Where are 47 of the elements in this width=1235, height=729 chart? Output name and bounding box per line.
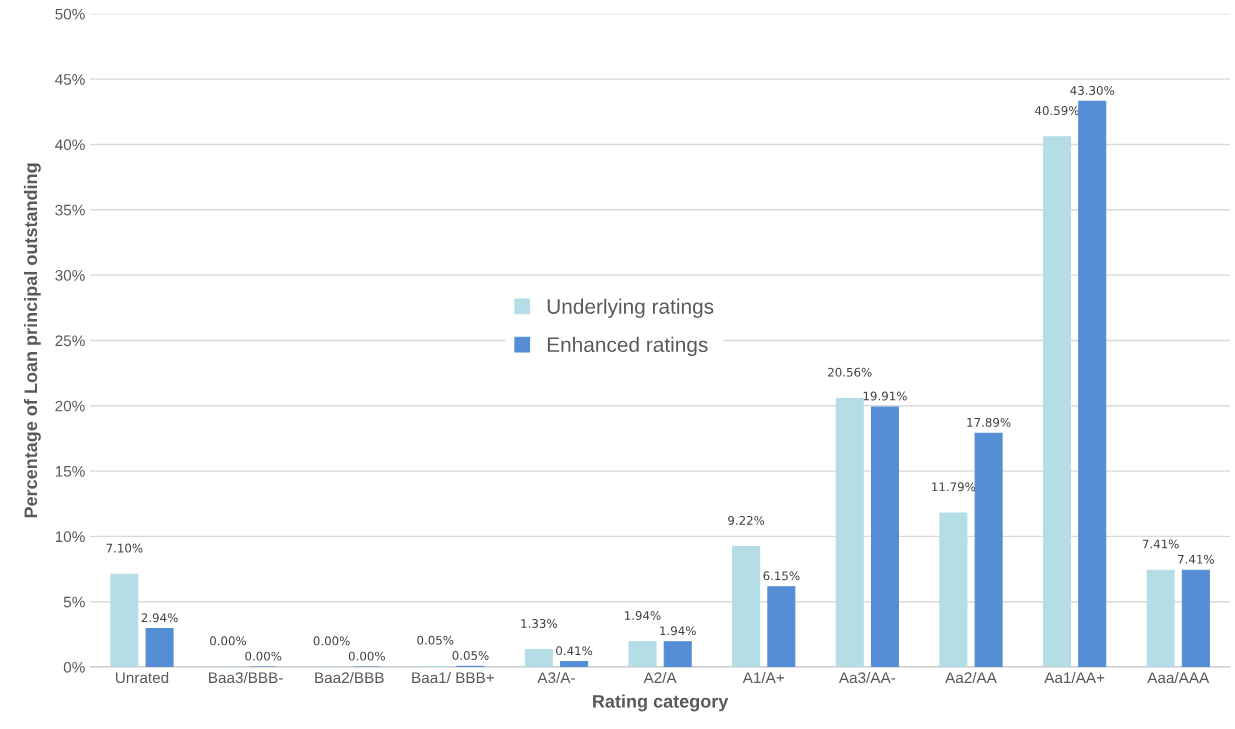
x-tick-label: Baa3/BBB- bbox=[209, 671, 283, 684]
y-tick-label: 45% bbox=[55, 74, 85, 85]
data-label: 2.94% bbox=[141, 613, 178, 623]
x-tick-label: Aa2/AA bbox=[945, 671, 997, 684]
x-tick-label: Aaa/AAA bbox=[1147, 671, 1210, 684]
data-label: 1.94% bbox=[625, 611, 661, 620]
x-axis-title: Rating category bbox=[593, 694, 729, 712]
y-tick-label: 20% bbox=[55, 400, 85, 412]
data-label: 20.56% bbox=[828, 367, 872, 377]
y-tick-label: 10% bbox=[55, 531, 85, 543]
data-label: 11.79% bbox=[932, 482, 976, 492]
data-label: 9.22% bbox=[728, 515, 765, 525]
data-label: 0.05% bbox=[452, 651, 489, 660]
x-tick-label: Baa1/ BBB+ bbox=[412, 671, 494, 684]
data-label: 1.33% bbox=[521, 619, 557, 628]
data-label: 0.00% bbox=[313, 636, 350, 646]
data-label: 43.30% bbox=[1070, 85, 1115, 95]
data-label: 7.41% bbox=[1178, 554, 1214, 564]
data-label: 7.41% bbox=[1142, 539, 1179, 549]
y-tick-label: 40% bbox=[55, 139, 85, 151]
y-axis-title: Percentage of Loan principal outstanding bbox=[23, 163, 41, 518]
legend-label: Underlying ratings bbox=[547, 298, 714, 318]
data-label: 17.89% bbox=[967, 417, 1011, 427]
y-tick-label: 30% bbox=[55, 269, 85, 281]
data-label: 0.00% bbox=[210, 636, 247, 646]
y-tick-label: 5% bbox=[63, 596, 85, 608]
x-tick-label: Baa2/BBB bbox=[315, 671, 384, 684]
data-label: 19.91% bbox=[863, 391, 907, 401]
y-tick-label: 25% bbox=[55, 335, 85, 347]
data-label: 0.00% bbox=[245, 651, 282, 661]
y-tick-label: 0% bbox=[63, 661, 85, 673]
data-label: 0.00% bbox=[348, 651, 385, 661]
data-label: 0.05% bbox=[417, 635, 454, 645]
x-tick-label: Aa1/AA+ bbox=[1044, 671, 1105, 684]
legend-label: Enhanced ratings bbox=[547, 336, 708, 357]
y-tick-label: 35% bbox=[55, 204, 85, 216]
x-tick-label: Aa3/AA- bbox=[838, 671, 896, 684]
data-label: 6.15% bbox=[763, 571, 800, 581]
y-tick-label: 50% bbox=[55, 8, 85, 20]
data-label: 7.10% bbox=[106, 543, 143, 553]
x-tick-label: A2/A bbox=[643, 671, 677, 684]
data-label: 1.94% bbox=[660, 626, 696, 636]
x-tick-label: Unrated bbox=[115, 671, 169, 684]
y-tick-label: 15% bbox=[55, 466, 85, 477]
x-tick-label: A3/A- bbox=[537, 671, 575, 684]
data-label: 0.41% bbox=[556, 646, 593, 656]
x-tick-label: A1/A+ bbox=[742, 671, 784, 684]
